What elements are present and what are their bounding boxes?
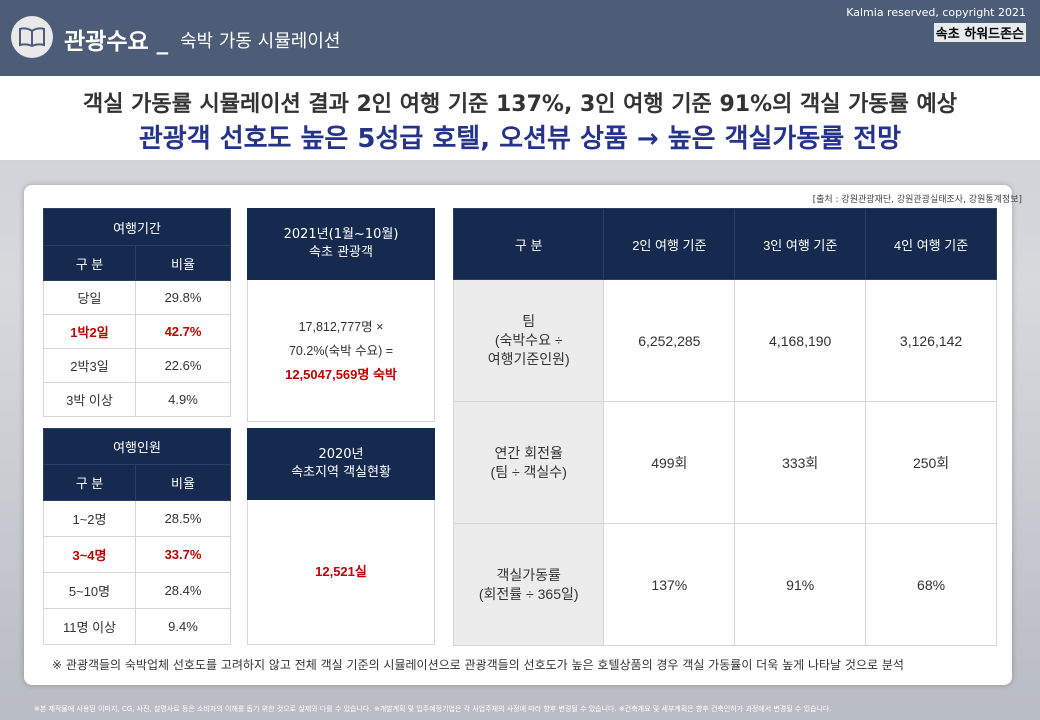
row-label: 연간 회전율 (팀 ÷ 객실수) (452, 401, 605, 524)
table-row: 연간 회전율 (팀 ÷ 객실수) 499회 333회 250회 (452, 401, 997, 524)
visitors-calc-line2: 70.2%(숙박 수요) = (288, 343, 393, 358)
table-cell: 3~4명 (43, 536, 136, 573)
table-cell: 22.6% (135, 348, 231, 383)
table-cell: 당일 (43, 280, 136, 315)
rooms-result: 12,521실 (315, 564, 367, 579)
people-table: 여행인원 구 분 비율 1~2명 28.5% 3~4명 33.7% 5~10명 28.4… (43, 428, 231, 645)
header-cell: 3인 여행 기준 (734, 208, 867, 280)
headline-line-1: 객실 가동률 시뮬레이션 결과 2인 여행 기준 137%, 3인 여행 기준 … (82, 92, 958, 117)
book-icon (11, 16, 53, 58)
header-cell: 구 분 (43, 245, 136, 281)
table-cell: 4.9% (135, 382, 231, 417)
table-cell: 2박3일 (43, 348, 136, 383)
visitors-result: 12,5047,569명 숙박 (285, 366, 397, 382)
table-cell: 333회 (734, 401, 867, 524)
table-cell: 68% (865, 523, 997, 646)
rooms-box-header: 2020년 속초지역 객실현황 (247, 428, 435, 500)
table-row: 1박2일 42.7% (43, 314, 231, 349)
table-cell: 5~10명 (43, 572, 136, 609)
source-citation: [출처 : 강원관광재단, 강원관광실태조사, 강원통계정보] (812, 195, 1022, 205)
visitors-head-line1: 2021년(1월~10월) (283, 227, 399, 242)
row-label: 팀 (숙박수요 ÷ 여행기준인원) (452, 279, 605, 402)
header-cell: 구 분 (43, 464, 136, 501)
visitors-box-header: 2021년(1월~10월) 속초 관광객 (247, 208, 435, 280)
row-label: 객실가동률 (회전률 ÷ 365일) (452, 523, 605, 646)
header-bar (0, 0, 1040, 76)
table-cell: 137% (603, 523, 736, 646)
table-cell: 250회 (865, 401, 997, 524)
visitors-box: 2021년(1월~10월) 속초 관광객 17,812,777명 × 70.2%… (247, 208, 435, 422)
table-cell: 3,126,142 (865, 279, 997, 402)
period-table: 여행기간 구 분 비율 당일 29.8% 1박2일 42.7% 2박3일 22.6% 3… (43, 208, 231, 417)
rooms-box: 2020년 속초지역 객실현황 12,521실 (247, 428, 435, 645)
table-cell: 11명 이상 (43, 608, 136, 645)
table-cell: 91% (734, 523, 867, 646)
table-cell: 29.8% (135, 280, 231, 315)
headline-band (0, 76, 1040, 160)
simulation-table: 구 분 2인 여행 기준 3인 여행 기준 4인 여행 기준 팀 (숙박수요 ÷ 여… (452, 208, 997, 646)
analysis-note: ※ 관광객들의 숙박업체 선호도를 고려하지 않고 전체 객실 기준의 시뮬레이… (52, 658, 904, 672)
header-cell: 비율 (135, 245, 231, 281)
table-row: 3~4명 33.7% (43, 536, 231, 573)
table-row: 5~10명 28.4% (43, 572, 231, 609)
rooms-box-body: 12,521실 (247, 500, 435, 645)
table-row: 1~2명 28.5% (43, 500, 231, 537)
page-subtitle: 숙박 가동 시뮬레이션 (180, 31, 341, 52)
rooms-head-line1: 2020년 (318, 447, 364, 462)
header-cell: 비율 (135, 464, 231, 501)
table-cell: 28.5% (135, 500, 231, 537)
table-row: 2박3일 22.6% (43, 348, 231, 383)
people-table-title: 여행인원 (43, 428, 231, 465)
table-row: 팀 (숙박수요 ÷ 여행기준인원) 6,252,285 4,168,190 3,12… (452, 279, 997, 402)
table-row: 당일 29.8% (43, 280, 231, 315)
table-cell: 9.4% (135, 608, 231, 645)
footer-disclaimer: ※본 제작물에 사용된 이미지, CG, 사진, 설명사료 등은 소비자의 이해… (34, 705, 832, 713)
header-cell: 구 분 (452, 208, 605, 280)
visitors-head-line2: 속초 관광객 (309, 245, 373, 260)
table-cell: 33.7% (135, 536, 231, 573)
brand-name: 속초 하워드존슨 (933, 23, 1026, 42)
period-table-title: 여행기간 (43, 208, 231, 246)
table-cell: 28.4% (135, 572, 231, 609)
table-row: 11명 이상 9.4% (43, 608, 231, 645)
table-row: 객실가동률 (회전률 ÷ 365일) 137% 91% 68% (452, 523, 997, 646)
table-cell: 3박 이상 (43, 382, 136, 417)
table-cell: 1~2명 (43, 500, 136, 537)
table-cell: 1박2일 (43, 314, 136, 349)
visitors-box-body: 17,812,777명 × 70.2%(숙박 수요) = 12,5047,569… (247, 280, 435, 422)
header-cell: 4인 여행 기준 (865, 208, 997, 280)
rooms-head-line2: 속초지역 객실현황 (291, 465, 391, 480)
table-row: 3박 이상 4.9% (43, 382, 231, 417)
headline-line-2: 관광객 선호도 높은 5성급 호텔, 오션뷰 상품 → 높은 객실가동률 전망 (138, 124, 902, 154)
copyright-text: Kalmia reserved, copyright 2021 (846, 6, 1026, 19)
table-cell: 6,252,285 (603, 279, 736, 402)
table-cell: 42.7% (135, 314, 231, 349)
visitors-calc-line1: 17,812,777명 × (298, 319, 384, 334)
table-cell: 499회 (603, 401, 736, 524)
header-cell: 2인 여행 기준 (603, 208, 736, 280)
page-title: 관광수요 _ (64, 29, 169, 55)
table-cell: 4,168,190 (734, 279, 867, 402)
